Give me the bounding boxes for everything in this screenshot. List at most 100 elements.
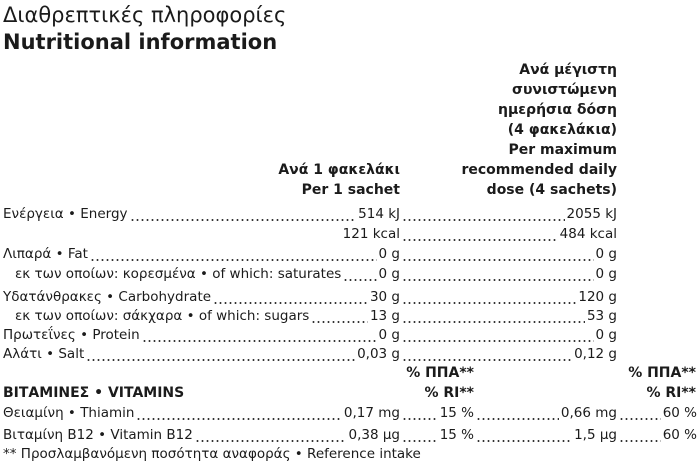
dot-leader [402, 204, 565, 224]
row-label: Υδατάνθρακες • Carbohydrate [3, 289, 212, 305]
nutrient-row: 121 kcal 484 kcal [3, 224, 617, 244]
per-sachet-value: 0 g [378, 327, 400, 343]
dot-leader [194, 425, 347, 445]
ri-value: 60 % [662, 405, 697, 421]
cell: εκ των οποίων: σάκχαρα • of which: sugar… [15, 306, 400, 326]
dot-leader [402, 425, 438, 445]
row-label: Αλάτι • Salt [3, 346, 85, 362]
ri-header: % ΠΠΑ** [406, 365, 474, 381]
dot-leader [402, 344, 573, 364]
dot-leader [402, 287, 577, 307]
per-max-value: 0 g [595, 246, 617, 262]
cell: 60 % [617, 425, 697, 445]
vitamin-row: Βιταμίνη B12 • Vitamin B12 0,38 µg 15 % 1,5… [3, 425, 697, 445]
header-line: (4 φακελάκια) [507, 122, 617, 138]
ri-value: 60 % [662, 427, 697, 443]
nutrient-row: Ενέργεια • Energy 514 kJ 2055 kJ [3, 204, 617, 224]
cell: 15 % [400, 403, 474, 423]
header-line: Ανά 1 φακελάκι [278, 162, 400, 178]
vitamins-title: ΒΙΤΑΜΙΝΕΣ • VITAMINS [3, 385, 185, 401]
ri-header: % RI** [424, 385, 474, 401]
cell: 15 % [400, 425, 474, 445]
dot-leader [89, 244, 377, 264]
nutrient-row: εκ των οποίων: σάκχαρα • of which: sugar… [3, 306, 617, 326]
per-sachet-value: 514 kJ [358, 206, 400, 222]
per-sachet-value: 30 g [369, 289, 400, 305]
cell: 0,66 mg [474, 403, 617, 423]
header-line: recommended daily [461, 162, 617, 178]
per-max-value: 0 g [595, 327, 617, 343]
nutrient-row: Υδατάνθρακες • Carbohydrate 30 g 120 g [3, 287, 617, 307]
cell: Ενέργεια • Energy 514 kJ [3, 204, 400, 224]
row-label: εκ των οποίων: κορεσμένα • of which: sat… [15, 266, 342, 282]
dot-leader [129, 204, 357, 224]
cell: 120 g [400, 287, 617, 307]
nutrient-row: Αλάτι • Salt 0,03 g 0,12 g [3, 344, 617, 364]
dot-leader [402, 325, 594, 345]
dot-leader [476, 403, 559, 423]
cell: Λιπαρά • Fat 0 g [3, 244, 400, 264]
vitamin-row: Θειαμίνη • Thiamin 0,17 mg 15 % 0,66 mg 60 % [3, 403, 697, 423]
row-label: Ενέργεια • Energy [3, 206, 128, 222]
cell: Βιταμίνη B12 • Vitamin B12 0,38 µg [3, 425, 400, 445]
per-max-value: 0,12 g [574, 346, 617, 362]
per-sachet-value: 13 g [369, 308, 400, 324]
cell: 0,12 g [400, 344, 617, 364]
row-label: εκ των οποίων: σάκχαρα • of which: sugar… [15, 308, 310, 324]
per-sachet-value: 0 g [378, 246, 400, 262]
cell: Υδατάνθρακες • Carbohydrate 30 g [3, 287, 400, 307]
column-header: Ανά 1 φακελάκι Per 1 sachet [278, 160, 400, 200]
ri-header: % ΠΠΑ** [628, 365, 696, 381]
dot-leader [402, 403, 438, 423]
header-line: dose (4 sachets) [486, 182, 617, 198]
per-max-value: 120 g [578, 289, 617, 305]
per-max-value: 2055 kJ [566, 206, 617, 222]
dot-leader [213, 287, 368, 307]
per-sachet-value: 0,38 µg [348, 427, 400, 443]
header-line: ημερήσια δόση [497, 102, 617, 118]
cell: 0 g [400, 244, 617, 264]
dot-leader [402, 264, 594, 284]
nutrient-row: εκ των οποίων: κορεσμένα • of which: sat… [3, 264, 617, 284]
cell: Αλάτι • Salt 0,03 g [3, 344, 400, 364]
per-sachet-value: 0,03 g [357, 346, 400, 362]
cell: Θειαμίνη • Thiamin 0,17 mg [3, 403, 400, 423]
cell: 0 g [400, 325, 617, 345]
dot-leader [141, 325, 377, 345]
per-max-value: 0,66 mg [560, 405, 617, 421]
cell: 484 kcal [400, 224, 617, 244]
cell: 1,5 µg [474, 425, 617, 445]
per-sachet-value: 121 kcal [342, 226, 400, 242]
dot-leader [136, 403, 342, 423]
dot-leader [311, 306, 368, 326]
cell: Πρωτεΐνες • Protein 0 g [3, 325, 400, 345]
cell: 121 kcal [3, 224, 400, 244]
dot-leader [476, 425, 573, 445]
per-max-value: 0 g [595, 266, 617, 282]
per-sachet-value: 0 g [378, 266, 400, 282]
ri-value: 15 % [439, 427, 474, 443]
per-max-value: 1,5 µg [574, 427, 617, 443]
dot-leader [402, 306, 585, 326]
dot-leader [619, 403, 661, 423]
dot-leader [86, 344, 356, 364]
header-line: Per 1 sachet [301, 182, 400, 198]
column-header: Ανά μέγιστη συνιστώμενη ημερήσια δόση (4 φα… [461, 60, 617, 200]
per-max-value: 53 g [586, 308, 617, 324]
dot-leader [402, 244, 594, 264]
nutrient-row: Πρωτεΐνες • Protein 0 g 0 g [3, 325, 617, 345]
header-line: συνιστώμενη [512, 82, 617, 98]
header-line: Per maximum [508, 142, 617, 158]
ri-header: % RI** [646, 385, 696, 401]
dot-leader [402, 224, 558, 244]
row-label: Λιπαρά • Fat [3, 246, 88, 262]
per-max-value: 484 kcal [559, 226, 617, 242]
cell: 2055 kJ [400, 204, 617, 224]
ri-value: 15 % [439, 405, 474, 421]
row-label: Βιταμίνη B12 • Vitamin B12 [3, 427, 193, 443]
title-english: Nutritional information [3, 30, 278, 54]
row-label: Θειαμίνη • Thiamin [3, 405, 135, 421]
dot-leader [619, 425, 661, 445]
spacer [3, 224, 343, 244]
